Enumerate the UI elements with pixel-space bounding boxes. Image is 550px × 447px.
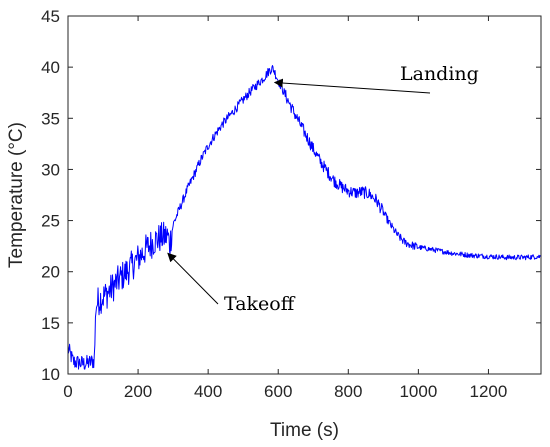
annotation-label-1: Takeoff: [224, 293, 296, 315]
annotation-arrow-0: [273, 78, 431, 94]
x-tick-label-3: 600: [264, 382, 292, 401]
x-axis-label: Time (s): [270, 420, 339, 441]
plot-background: [68, 16, 541, 374]
plot-frame: [67, 15, 542, 375]
y-tick-labels: 10 15 20 25 30 35 40 45: [41, 7, 60, 384]
x-tick-labels: 0 200 400 600 800 1000 1200: [63, 382, 507, 401]
annotation-arrow-1: [167, 252, 219, 305]
y-tick-label-2: 20: [41, 263, 60, 282]
x-tick-label-4: 800: [334, 382, 362, 401]
x-tick-label-6: 1200: [470, 382, 508, 401]
x-tick-label-1: 200: [124, 382, 152, 401]
x-tick-label-0: 0: [63, 382, 72, 401]
y-tick-label-6: 40: [41, 58, 60, 77]
x-tick-label-2: 400: [194, 382, 222, 401]
y-tick-label-4: 30: [41, 160, 60, 179]
y-tick-label-5: 35: [41, 109, 60, 128]
y-tick-label-1: 15: [41, 314, 60, 333]
x-tick-label-5: 1000: [399, 382, 437, 401]
y-axis-label: Temperature (°C): [6, 122, 27, 268]
y-tick-label-7: 45: [41, 7, 60, 26]
series-line-0: [67, 65, 542, 370]
y-tick-label-3: 25: [41, 212, 60, 231]
annotations: Landing Takeoff: [167, 63, 479, 315]
annotation-label-0: Landing: [400, 63, 479, 85]
y-tick-label-0: 10: [41, 365, 60, 384]
series-layer: [67, 65, 542, 370]
